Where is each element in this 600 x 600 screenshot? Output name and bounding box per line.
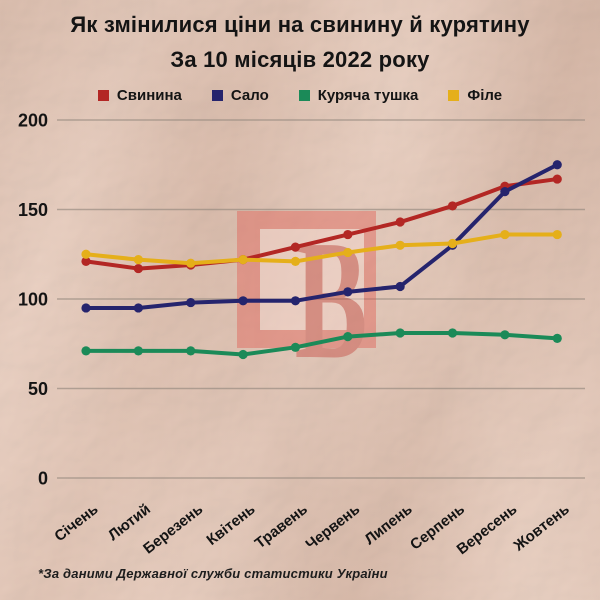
series-line-3 xyxy=(84,232,560,266)
data-point-s3-m3 xyxy=(238,255,248,265)
data-point-s0-m6 xyxy=(395,217,405,227)
data-point-s1-m8 xyxy=(500,187,510,197)
data-point-s2-m4 xyxy=(290,342,301,352)
legend-label: Сало xyxy=(230,87,269,104)
y-tick-label-50: 50 xyxy=(28,379,48,399)
data-point-s2-m7 xyxy=(447,328,458,338)
data-point-s2-m0 xyxy=(81,346,91,356)
data-point-s0-m4 xyxy=(290,242,301,252)
data-point-s1-m5 xyxy=(343,287,353,297)
watermark-inner-square xyxy=(260,229,364,330)
source-note: *За даними Державної служби статистики У… xyxy=(38,566,388,581)
data-point-s3-m9 xyxy=(552,229,562,240)
legend-label: Свинина xyxy=(116,87,182,104)
chart-title-line2: За 10 місяців 2022 року xyxy=(170,47,430,72)
data-point-s1-m0 xyxy=(81,303,91,313)
data-point-s2-m2 xyxy=(186,346,196,356)
data-point-s0-m5 xyxy=(343,229,353,240)
series-line-2 xyxy=(84,331,560,357)
data-point-s2-m1 xyxy=(133,346,143,356)
legend-item-2: Куряча тушка xyxy=(298,87,419,104)
data-point-s1-m9 xyxy=(552,160,562,170)
data-point-s3-m6 xyxy=(395,240,405,250)
data-point-s2-m5 xyxy=(343,331,353,342)
y-tick-label-100: 100 xyxy=(18,290,48,310)
data-point-s3-m7 xyxy=(447,238,458,249)
legend-item-1: Сало xyxy=(211,87,269,104)
series-line-1 xyxy=(84,162,560,310)
x-tick-label-5: Червень xyxy=(303,501,364,554)
legend-swatch-icon xyxy=(211,90,223,101)
data-point-s3-m5 xyxy=(343,247,353,258)
legend-swatch-icon xyxy=(298,90,310,101)
y-tick-label-0: 0 xyxy=(38,469,48,489)
chart-legend: Свинина Сало Куряча тушка Філе xyxy=(0,87,600,104)
data-point-s1-m1 xyxy=(133,303,143,313)
data-point-s1-m3 xyxy=(238,296,248,306)
chart-title-line1: Як змінилися ціни на свинину й курятину xyxy=(70,12,530,37)
chart-title: Як змінилися ціни на свинину й курятину … xyxy=(0,12,600,73)
x-tick-label-0: Січень xyxy=(51,501,101,545)
series-line-0 xyxy=(84,177,560,271)
data-point-s3-m8 xyxy=(500,229,510,240)
legend-item-3: Філе xyxy=(448,87,502,104)
data-point-s3-m2 xyxy=(186,258,196,268)
data-point-s3-m0 xyxy=(81,249,91,259)
data-point-s0-m0 xyxy=(81,256,91,267)
data-point-s3-m1 xyxy=(133,255,143,265)
data-point-s0-m1 xyxy=(133,263,143,274)
x-tick-label-4: Травень xyxy=(252,501,311,552)
legend-label: Куряча тушка xyxy=(317,87,419,104)
data-point-s0-m7 xyxy=(447,201,458,211)
legend-item-0: Свинина xyxy=(97,87,182,104)
x-tick-label-1: Лютий xyxy=(105,501,154,544)
x-tick-label-3: Квітень xyxy=(204,501,259,549)
data-point-s2-m9 xyxy=(552,333,562,343)
legend-swatch-icon xyxy=(448,90,460,101)
x-tick-label-9: Жовтень xyxy=(510,501,573,555)
data-point-s0-m9 xyxy=(552,174,562,184)
data-point-s1-m4 xyxy=(290,296,301,306)
y-tick-label-150: 150 xyxy=(18,200,48,220)
data-point-s1-m2 xyxy=(186,297,196,308)
legend-label: Філе xyxy=(467,87,503,104)
x-tick-label-2: Березень xyxy=(140,501,206,558)
legend-swatch-icon xyxy=(97,90,109,101)
data-point-s1-m6 xyxy=(395,281,405,292)
data-point-s2-m3 xyxy=(238,349,248,360)
data-point-s3-m4 xyxy=(290,256,301,267)
data-point-s2-m6 xyxy=(395,328,405,338)
data-point-s2-m8 xyxy=(500,330,510,340)
y-tick-label-200: 200 xyxy=(18,111,48,131)
